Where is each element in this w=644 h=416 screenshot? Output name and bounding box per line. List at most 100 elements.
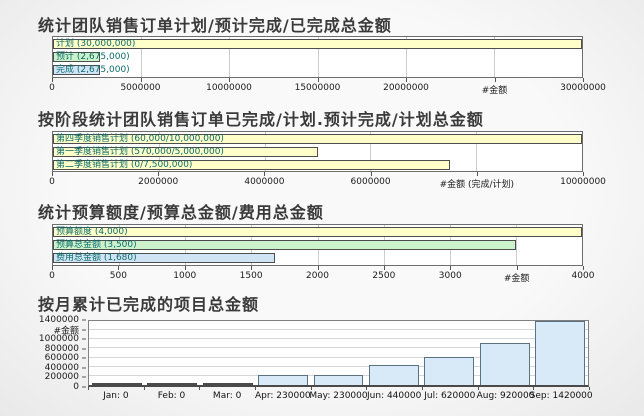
x-tick-mark [255, 387, 256, 390]
x-tick-label: Feb: 0 [157, 391, 186, 401]
axis-tick-label: 0 [49, 83, 55, 93]
y-tick-label: 0 [73, 382, 79, 392]
axis-tick [516, 266, 518, 270]
axis-tick-label: 1000 [173, 271, 197, 281]
axis-tick-label: #金额 (完成/计划) [439, 180, 515, 190]
bar-Jan [91, 383, 142, 385]
bar-May [313, 374, 364, 385]
axis-tick [184, 266, 186, 270]
axis-tick-label: 0 [49, 177, 55, 187]
bar-label: 计划 (30,000,000) [56, 39, 136, 49]
x-tick-mark [88, 387, 89, 390]
axis-tick [118, 266, 120, 270]
axis-tick-label: 3000 [438, 271, 462, 281]
x-tick-label: Jan: 0 [103, 391, 129, 401]
y-tick-mark [82, 386, 86, 388]
x-tick-label: Mar: 0 [212, 391, 242, 401]
x-tick-label: Sep: 1420000 [529, 391, 593, 401]
axis-tick-label: 6000000 [350, 177, 391, 187]
bar-label: 费用总金额 (1,680) [56, 253, 137, 263]
x-tick-mark [143, 387, 145, 390]
axis-tick [264, 172, 266, 176]
axis-tick [476, 172, 478, 176]
axis-tick [494, 78, 496, 82]
x-axis: Jan: 0 Feb: 0 Mar: 0 Apr: 230000 May: 230000… [88, 387, 593, 403]
x-tick-label: Apr: 230000 [254, 391, 311, 401]
y-tick-mark [82, 319, 86, 321]
gridline [317, 37, 319, 77]
y-tick-label: 1400000 [38, 315, 79, 325]
axis-tick [317, 78, 319, 82]
plot-area [88, 320, 589, 387]
axis-tick [406, 78, 407, 82]
bar-label: 完成 (2,675,000) [56, 65, 130, 75]
gridline [493, 37, 495, 77]
gridline [370, 132, 372, 171]
gridline [89, 347, 588, 349]
bar-计划 [53, 39, 582, 49]
bar-Mar [202, 383, 253, 385]
y-tick-mark [82, 357, 86, 359]
x-axis: 0 5000000 10000000 15000000 20000000 #金额 30000… [49, 78, 606, 96]
y-tick-label: 1000000 [38, 334, 79, 345]
axis-tick [383, 266, 385, 270]
bar-label: 第四季度销售计划 (60,000/10,000,000) [56, 134, 224, 144]
plot-area: 第四季度销售计划 (60,000/10,000,000) 第一季度销售计划 (57… [52, 131, 583, 172]
axis-tick-label: 4000 [571, 271, 595, 281]
bar-label: 第二季度销售计划 (0/7,500,000) [56, 160, 193, 170]
y-tick-mark [82, 367, 86, 369]
chart-title: 按月累计已完成的项目总金额 [38, 295, 260, 314]
bar-Feb [147, 383, 198, 385]
x-tick-mark [310, 387, 312, 390]
gridline [89, 338, 588, 340]
axis-tick-label: 500 [109, 271, 127, 281]
axis-tick [158, 172, 160, 176]
axis-tick [583, 78, 584, 82]
bar-第一季度销售计划 [53, 147, 318, 157]
axis-tick [583, 266, 584, 270]
x-axis: 0 2000000 4000000 6000000 #金额 (完成/计划) 1000000… [49, 172, 606, 190]
y-tick-label: 800000 [44, 343, 79, 354]
axis-tick [450, 266, 452, 270]
axis-tick-label: 1500 [239, 271, 263, 281]
x-tick-mark [199, 387, 201, 390]
axis-tick-label: 10000000 [560, 177, 606, 187]
axis-tick-label: 10000000 [206, 83, 252, 93]
axis-tick [317, 266, 319, 270]
bar-预算总金额 [53, 240, 516, 250]
axis-tick-label: 2000 [306, 271, 329, 281]
axis-tick-label: 5000000 [120, 83, 161, 93]
axis-tick-label: 2000000 [138, 177, 179, 187]
axis-tick [251, 266, 253, 270]
gridline [89, 329, 588, 331]
y-tick-label: 600000 [44, 353, 79, 364]
axis-tick-label: #金额 [481, 86, 508, 96]
bar-label: 预计 (2,675,000) [56, 52, 130, 62]
gridline [476, 132, 478, 171]
axis-tick-label: 2500 [372, 271, 396, 281]
y-tick-mark [82, 376, 86, 378]
bar-label: 第一季度销售计划 (570,000/5,000,000) [56, 147, 224, 157]
axis-tick-label: 4000000 [244, 177, 285, 187]
axis-tick [229, 78, 230, 82]
bar-label: 预算总金额 (3,500) [56, 240, 137, 250]
x-tick-mark [366, 387, 368, 390]
plot-area: 预算额度 (4,000) 预算总金额 (3,500) 费用总金额 (1,680) [52, 224, 583, 266]
y-tick-label: #金额 [53, 326, 79, 337]
axis-tick [52, 78, 53, 82]
x-tick-label: Jun: 440000 [367, 391, 422, 401]
y-tick-label: 200000 [44, 372, 79, 383]
plot-area: 计划 (30,000,000) 预计 (2,675,000) 完成 (2,675,0… [52, 36, 583, 78]
axis-tick-label: 30000000 [560, 83, 606, 93]
x-tick-label: Jul: 620000 [424, 391, 476, 401]
x-tick-label: May: 230000 [309, 391, 368, 401]
gridline [405, 37, 407, 77]
x-axis: 0 500 1000 1500 2000 2500 3000 #金额 4000 [49, 266, 594, 284]
axis-tick [52, 266, 53, 270]
bar-第二季度销售计划 [53, 160, 450, 170]
x-tick-label: Aug: 920000 [476, 391, 535, 401]
y-tick-mark [82, 338, 86, 340]
axis-tick-label: 0 [49, 271, 55, 281]
y-tick-mark [82, 329, 86, 331]
